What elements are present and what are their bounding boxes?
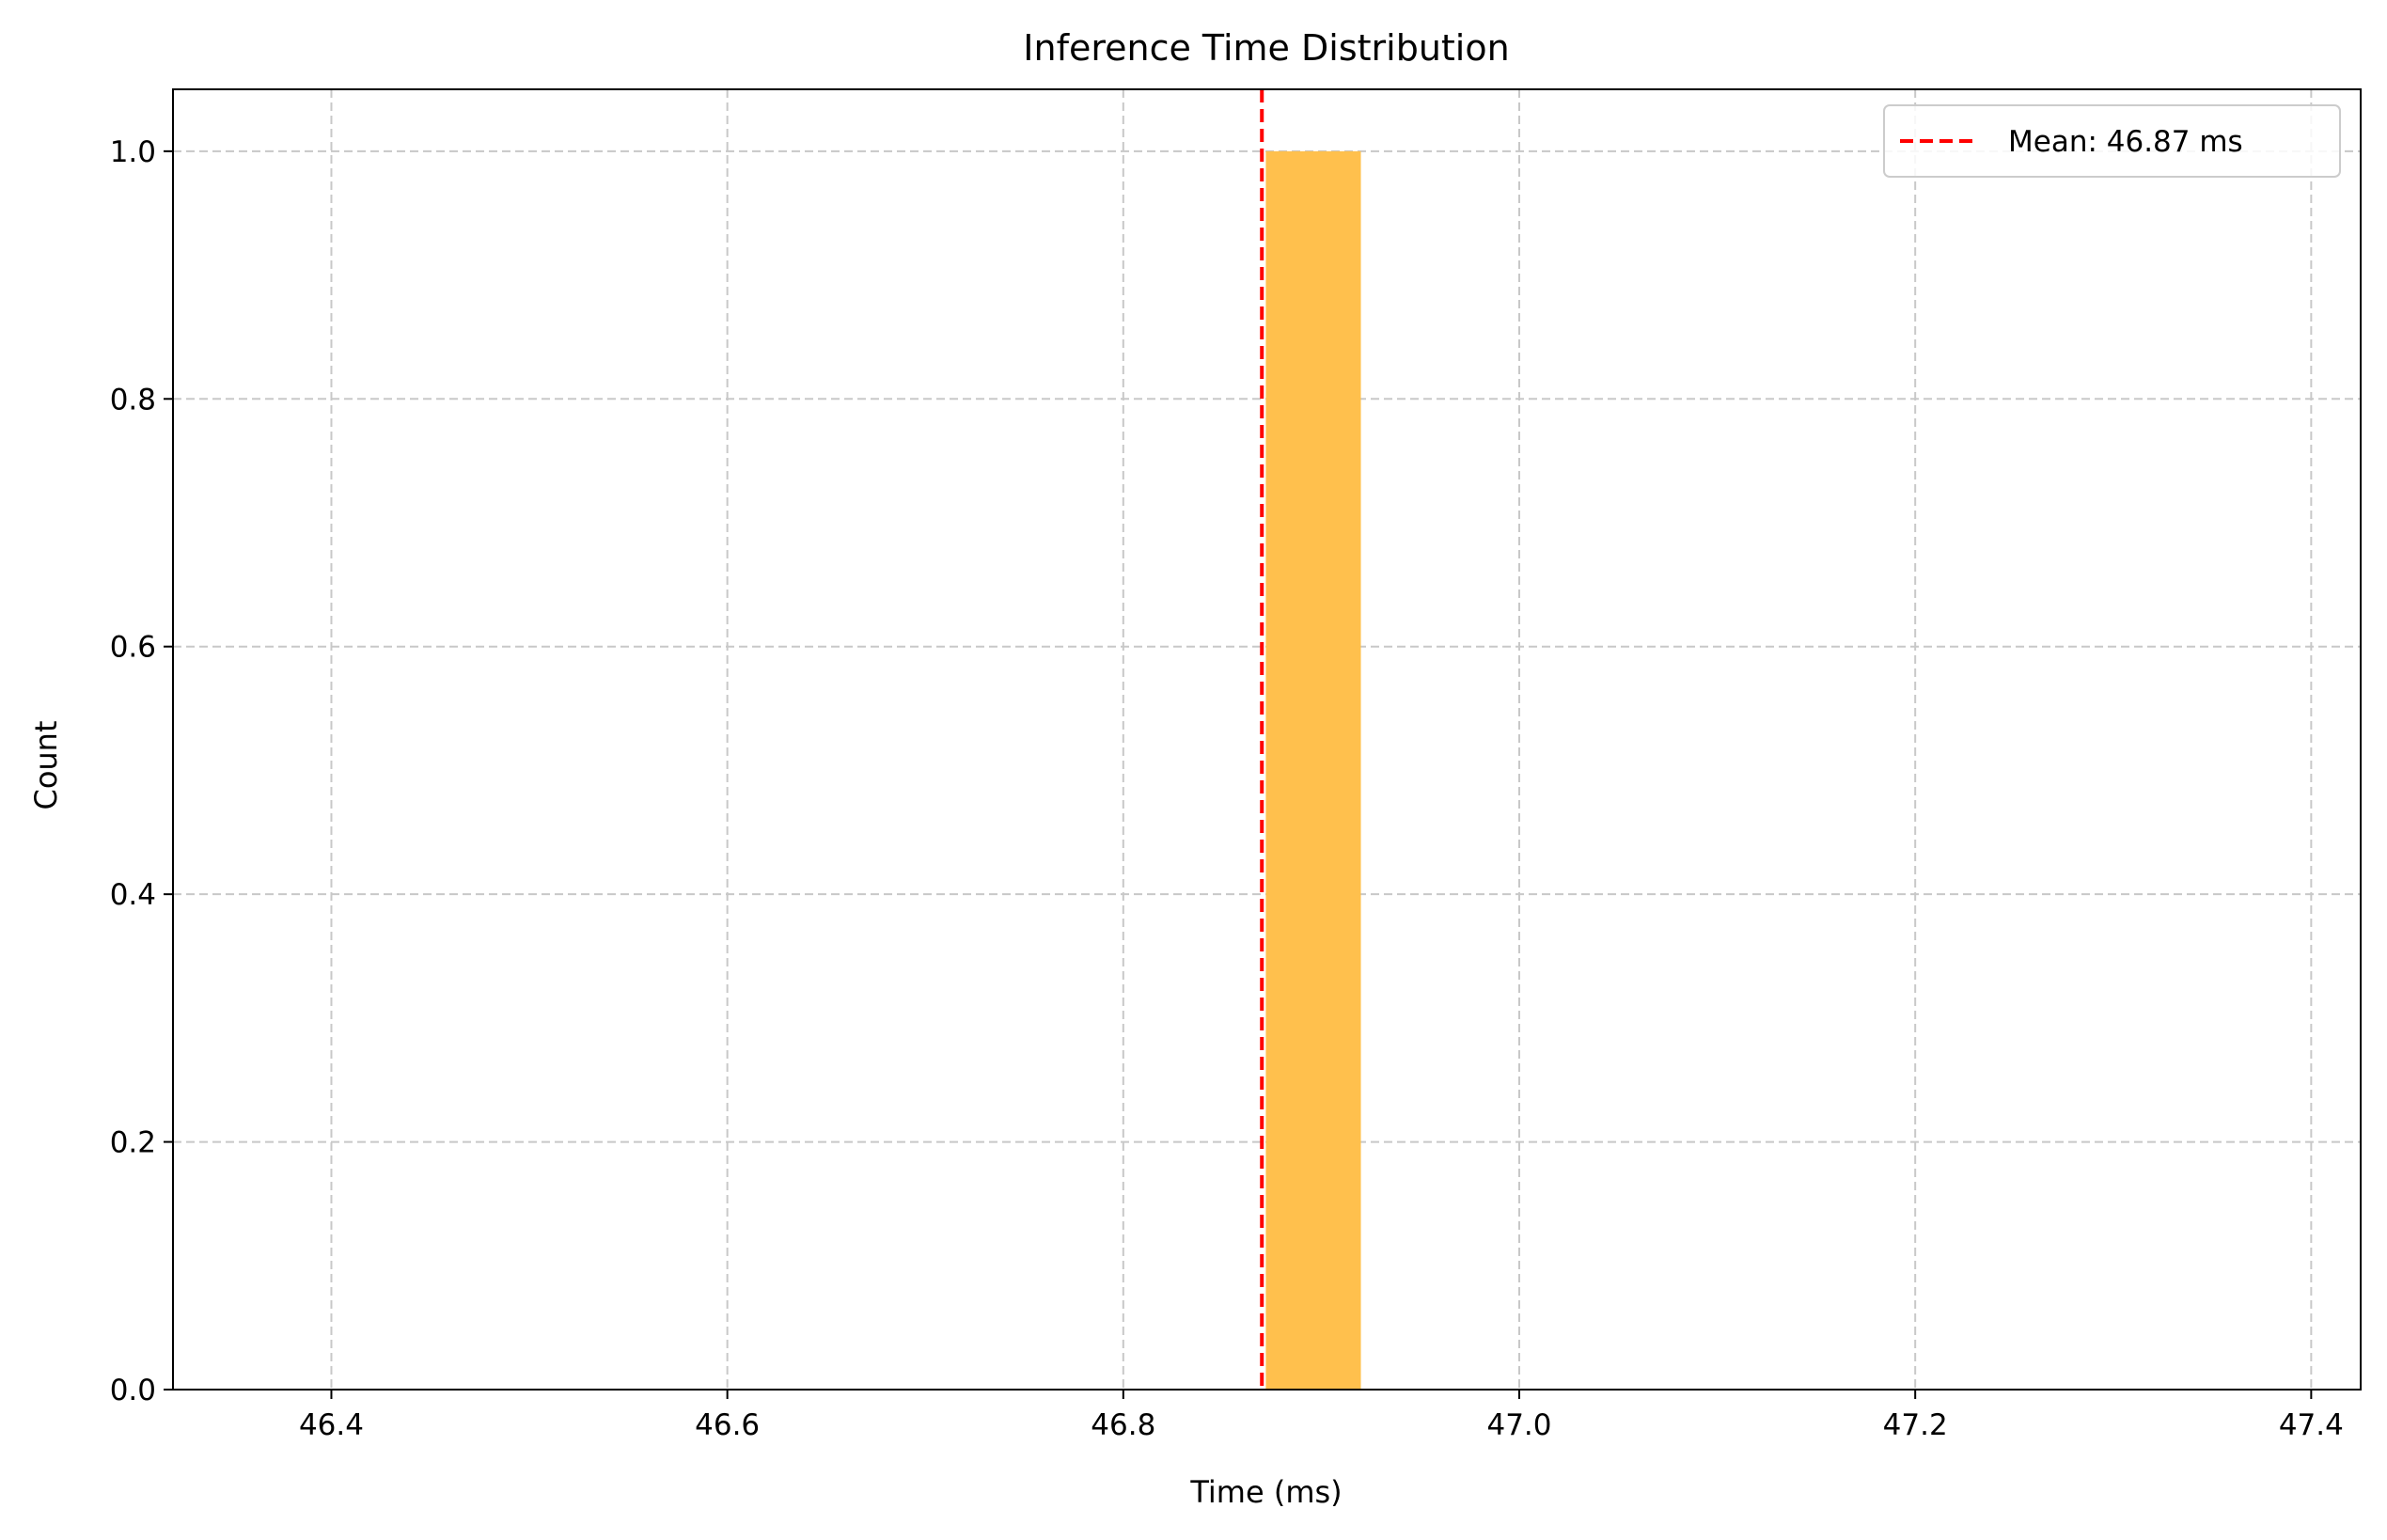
x-tick-label-2: 46.8 — [1091, 1408, 1155, 1442]
legend-mean-label: Mean: 46.87 ms — [2008, 125, 2243, 159]
y-axis-label: Count — [28, 720, 64, 809]
x-tick-label-5: 47.4 — [2279, 1408, 2344, 1442]
y-tick-label-0: 0.0 — [110, 1374, 156, 1407]
x-tick-label-0: 46.4 — [299, 1408, 364, 1442]
x-axis-ticks: 46.4 46.6 46.8 47.0 47.2 47.4 — [299, 1390, 2344, 1442]
y-tick-label-2: 0.4 — [110, 878, 156, 912]
plot-frame — [172, 88, 2362, 1391]
x-tick-label-3: 47.0 — [1486, 1408, 1551, 1442]
bars-group — [1265, 150, 1361, 1390]
legend: Mean: 46.87 ms — [1883, 104, 2341, 178]
y-tick-label-3: 0.6 — [110, 631, 156, 665]
y-tick-label-4: 0.8 — [110, 383, 156, 416]
histogram-bar-0 — [1265, 150, 1361, 1390]
x-tick-label-1: 46.6 — [695, 1408, 760, 1442]
legend-box — [1883, 104, 2341, 178]
y-tick-label-5: 1.0 — [110, 135, 156, 169]
x-axis-label: Time (ms) — [1189, 1474, 1342, 1510]
y-tick-label-1: 0.2 — [110, 1126, 156, 1160]
y-axis-ticks: 0.0 0.2 0.4 0.6 0.8 1.0 — [110, 135, 173, 1407]
x-tick-label-4: 47.2 — [1883, 1408, 1948, 1442]
chart-title: Inference Time Distribution — [1023, 27, 1509, 69]
